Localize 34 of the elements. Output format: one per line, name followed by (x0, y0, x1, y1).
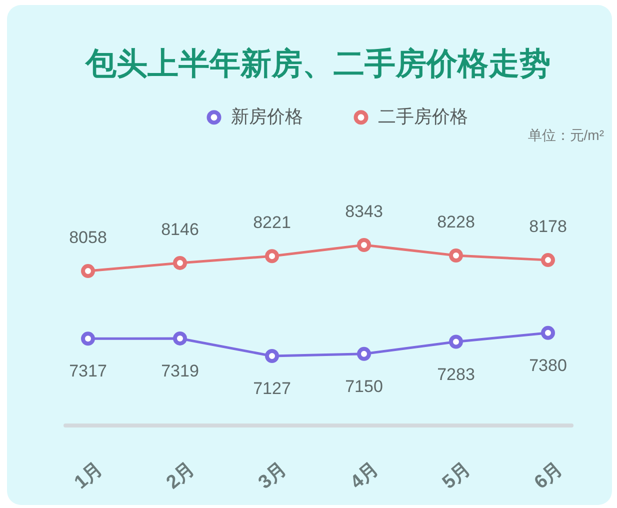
point (357, 238, 371, 252)
data-label: 7283 (437, 364, 475, 384)
x-tick-label: 3月 (254, 458, 291, 494)
point (265, 249, 279, 264)
data-label: 8178 (529, 217, 567, 236)
point (81, 332, 95, 346)
data-label: 7380 (529, 356, 567, 375)
point (449, 334, 463, 349)
x-tick-label: 1月 (70, 458, 107, 494)
point (357, 346, 371, 361)
data-label: 8058 (69, 228, 107, 248)
point (173, 331, 187, 346)
point (173, 256, 187, 270)
x-tick-label: 4月 (346, 458, 383, 494)
x-tick-label: 2月 (162, 458, 199, 494)
legend-label: 二手房价格 (378, 106, 468, 126)
data-label: 7127 (253, 379, 291, 398)
point (541, 253, 555, 268)
legend-label: 新房价格 (231, 106, 303, 126)
point (449, 248, 463, 262)
point (81, 264, 95, 278)
x-tick-label: 5月 (438, 458, 475, 494)
chart-title: 包头上半年新房、二手房价格走势 (84, 46, 550, 82)
text: 单位：元/m² (528, 127, 604, 143)
data-label: 7319 (161, 361, 199, 380)
data-label: 8343 (345, 202, 383, 221)
point (541, 326, 555, 340)
data-label: 8146 (161, 220, 199, 239)
data-label: 8221 (253, 213, 291, 232)
data-label: 8228 (437, 212, 475, 232)
data-label: 7150 (345, 376, 383, 396)
x-tick-label: 6月 (530, 458, 567, 494)
data-label: 7317 (69, 362, 107, 381)
point (265, 349, 279, 363)
